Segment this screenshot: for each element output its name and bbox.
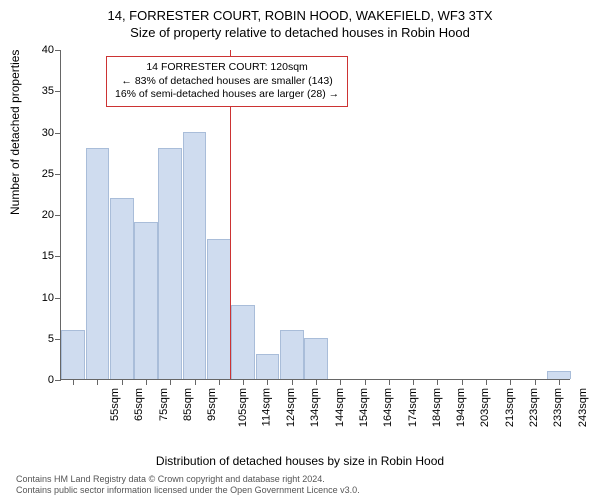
x-tick xyxy=(292,379,293,385)
x-tick-label: 174sqm xyxy=(407,388,419,427)
x-tick xyxy=(170,379,171,385)
y-tick xyxy=(55,339,61,340)
x-tick xyxy=(365,379,366,385)
x-tick xyxy=(146,379,147,385)
x-tick xyxy=(316,379,317,385)
y-tick xyxy=(55,91,61,92)
x-tick xyxy=(462,379,463,385)
y-tick xyxy=(55,256,61,257)
y-tick xyxy=(55,174,61,175)
y-tick-label: 10 xyxy=(4,292,54,304)
x-tick-label: 194sqm xyxy=(455,388,467,427)
x-tick-label: 233sqm xyxy=(552,388,564,427)
y-tick-label: 25 xyxy=(4,168,54,180)
x-tick xyxy=(73,379,74,385)
x-tick xyxy=(267,379,268,385)
y-tick-label: 35 xyxy=(4,85,54,97)
x-tick xyxy=(389,379,390,385)
footer-line-2: Contains public sector information licen… xyxy=(16,485,360,496)
x-tick xyxy=(340,379,341,385)
histogram-bar xyxy=(280,330,304,380)
x-tick-label: 105sqm xyxy=(237,388,249,427)
y-tick xyxy=(55,133,61,134)
x-tick-label: 184sqm xyxy=(431,388,443,427)
x-tick-label: 223sqm xyxy=(528,388,540,427)
callout-line: ← 83% of detached houses are smaller (14… xyxy=(115,75,339,89)
footer-attribution: Contains HM Land Registry data © Crown c… xyxy=(16,474,360,496)
y-tick xyxy=(55,215,61,216)
histogram-bar xyxy=(207,239,231,379)
x-tick xyxy=(437,379,438,385)
histogram-bar xyxy=(110,198,134,380)
x-tick-label: 55sqm xyxy=(109,388,121,421)
histogram-bar xyxy=(86,148,110,379)
histogram-bar xyxy=(158,148,182,379)
histogram-bar xyxy=(231,305,255,379)
y-tick-label: 20 xyxy=(4,209,54,221)
x-tick-label: 95sqm xyxy=(206,388,218,421)
y-tick-label: 40 xyxy=(4,44,54,56)
x-tick xyxy=(97,379,98,385)
x-tick-label: 65sqm xyxy=(133,388,145,421)
histogram-bar xyxy=(134,222,158,379)
x-axis-label: Distribution of detached houses by size … xyxy=(0,454,600,468)
histogram-bar xyxy=(183,132,207,380)
footer-line-1: Contains HM Land Registry data © Crown c… xyxy=(16,474,360,485)
y-tick-label: 5 xyxy=(4,333,54,345)
x-tick-label: 203sqm xyxy=(480,388,492,427)
histogram-bar xyxy=(61,330,85,380)
histogram-bar xyxy=(304,338,328,379)
callout-line: 16% of semi-detached houses are larger (… xyxy=(115,88,339,102)
x-tick-label: 134sqm xyxy=(310,388,322,427)
x-tick xyxy=(486,379,487,385)
y-tick-label: 30 xyxy=(4,127,54,139)
x-tick xyxy=(559,379,560,385)
x-tick-label: 144sqm xyxy=(334,388,346,427)
callout-line: 14 FORRESTER COURT: 120sqm xyxy=(115,61,339,75)
x-tick-label: 124sqm xyxy=(285,388,297,427)
y-tick xyxy=(55,380,61,381)
x-tick-label: 114sqm xyxy=(260,388,272,426)
x-tick-label: 243sqm xyxy=(577,388,589,427)
x-tick-label: 164sqm xyxy=(382,388,394,427)
page-subtitle: Size of property relative to detached ho… xyxy=(0,25,600,40)
x-tick-label: 213sqm xyxy=(504,388,516,427)
y-tick-label: 0 xyxy=(4,374,54,386)
y-tick xyxy=(55,50,61,51)
x-tick xyxy=(535,379,536,385)
x-tick xyxy=(413,379,414,385)
y-tick-label: 15 xyxy=(4,250,54,262)
x-tick-label: 75sqm xyxy=(158,388,170,421)
x-tick xyxy=(122,379,123,385)
histogram-bar xyxy=(547,371,571,379)
plot-area: 14 FORRESTER COURT: 120sqm← 83% of detac… xyxy=(60,50,570,380)
y-tick xyxy=(55,298,61,299)
page-address: 14, FORRESTER COURT, ROBIN HOOD, WAKEFIE… xyxy=(0,8,600,23)
x-tick xyxy=(219,379,220,385)
x-tick xyxy=(510,379,511,385)
x-tick xyxy=(195,379,196,385)
callout-box: 14 FORRESTER COURT: 120sqm← 83% of detac… xyxy=(106,56,348,107)
x-tick-label: 154sqm xyxy=(358,388,370,427)
histogram-bar xyxy=(256,354,280,379)
x-tick xyxy=(243,379,244,385)
x-tick-label: 85sqm xyxy=(182,388,194,421)
